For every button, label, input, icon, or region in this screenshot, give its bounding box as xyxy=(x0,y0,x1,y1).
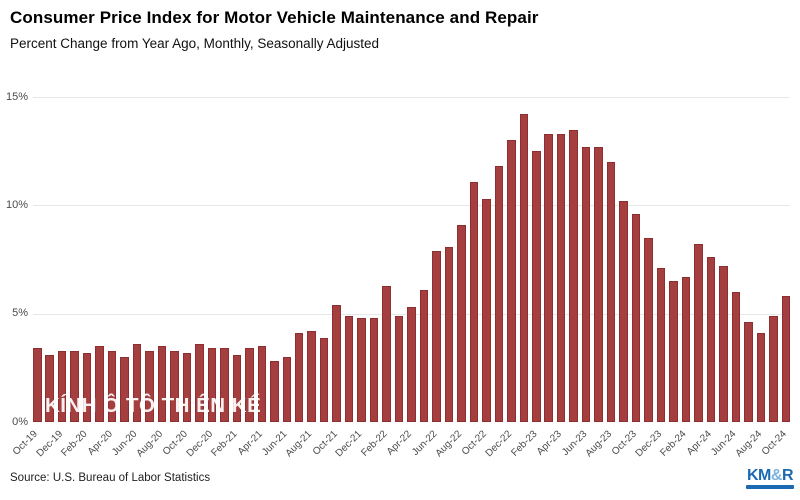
y-tick-label: 15% xyxy=(5,90,28,103)
bar xyxy=(294,333,304,422)
bar xyxy=(382,285,391,422)
bar xyxy=(594,146,603,422)
y-tick-label: 5% xyxy=(12,307,28,320)
source-text: Source: U.S. Bureau of Labor Statistics xyxy=(10,472,211,484)
bar xyxy=(95,346,104,422)
bar xyxy=(444,246,454,422)
bar xyxy=(719,266,728,422)
bar xyxy=(394,315,404,422)
bar xyxy=(282,357,291,422)
bar xyxy=(407,307,416,422)
x-tick-label: Oct-24 xyxy=(585,427,789,458)
bar xyxy=(619,201,628,422)
bar xyxy=(494,166,504,422)
watermark-text: KÍNH Ô TÔ THIÊN KẾ xyxy=(45,394,262,417)
x-tick-label-text: Oct-24 xyxy=(759,428,789,458)
bar xyxy=(769,315,778,422)
brand-logo: KM&R xyxy=(746,468,794,489)
gridline xyxy=(33,205,790,207)
bar xyxy=(581,146,591,422)
bar xyxy=(507,140,516,422)
bar xyxy=(245,348,254,422)
bar xyxy=(469,181,479,422)
bar xyxy=(532,151,541,422)
bar xyxy=(195,344,204,422)
bar xyxy=(57,350,67,422)
bar xyxy=(631,214,641,422)
y-tick-label: 0% xyxy=(12,415,28,428)
bar xyxy=(33,348,42,422)
bar xyxy=(307,331,316,422)
bar xyxy=(257,346,267,422)
bar xyxy=(107,350,117,422)
bar xyxy=(369,318,379,422)
brand-logo-banner xyxy=(746,485,794,489)
bar xyxy=(706,257,716,422)
bar xyxy=(556,133,566,422)
bar xyxy=(182,352,192,422)
bar xyxy=(731,292,741,422)
bar xyxy=(319,337,329,422)
bar xyxy=(644,237,653,422)
bar xyxy=(606,162,616,422)
bar xyxy=(145,350,154,422)
bar xyxy=(482,198,491,422)
bar xyxy=(357,318,366,422)
bar xyxy=(220,348,229,422)
bar xyxy=(132,344,142,422)
bar xyxy=(681,276,691,422)
bar xyxy=(232,354,242,422)
bar xyxy=(432,250,441,422)
bar xyxy=(457,224,466,422)
bar xyxy=(120,357,129,422)
bar xyxy=(519,114,529,422)
bar xyxy=(744,322,753,422)
bar xyxy=(344,315,354,422)
bar xyxy=(544,133,553,422)
bar xyxy=(270,361,279,422)
bar xyxy=(569,129,578,422)
bar xyxy=(419,289,429,422)
bar xyxy=(157,346,167,422)
bar xyxy=(332,305,341,422)
gridline xyxy=(33,97,790,98)
bar xyxy=(45,354,54,422)
brand-logo-text: KM&R xyxy=(746,467,794,484)
bar xyxy=(669,281,678,422)
bar xyxy=(694,244,703,422)
bar xyxy=(70,350,79,422)
chart-subtitle: Percent Change from Year Ago, Monthly, S… xyxy=(10,36,379,51)
bar xyxy=(756,333,766,422)
bar xyxy=(170,350,179,422)
bar xyxy=(207,348,217,422)
y-tick-label: 10% xyxy=(5,198,28,211)
chart-title: Consumer Price Index for Motor Vehicle M… xyxy=(10,8,539,27)
bar xyxy=(82,352,92,422)
bar xyxy=(656,268,666,422)
bar xyxy=(781,296,790,422)
